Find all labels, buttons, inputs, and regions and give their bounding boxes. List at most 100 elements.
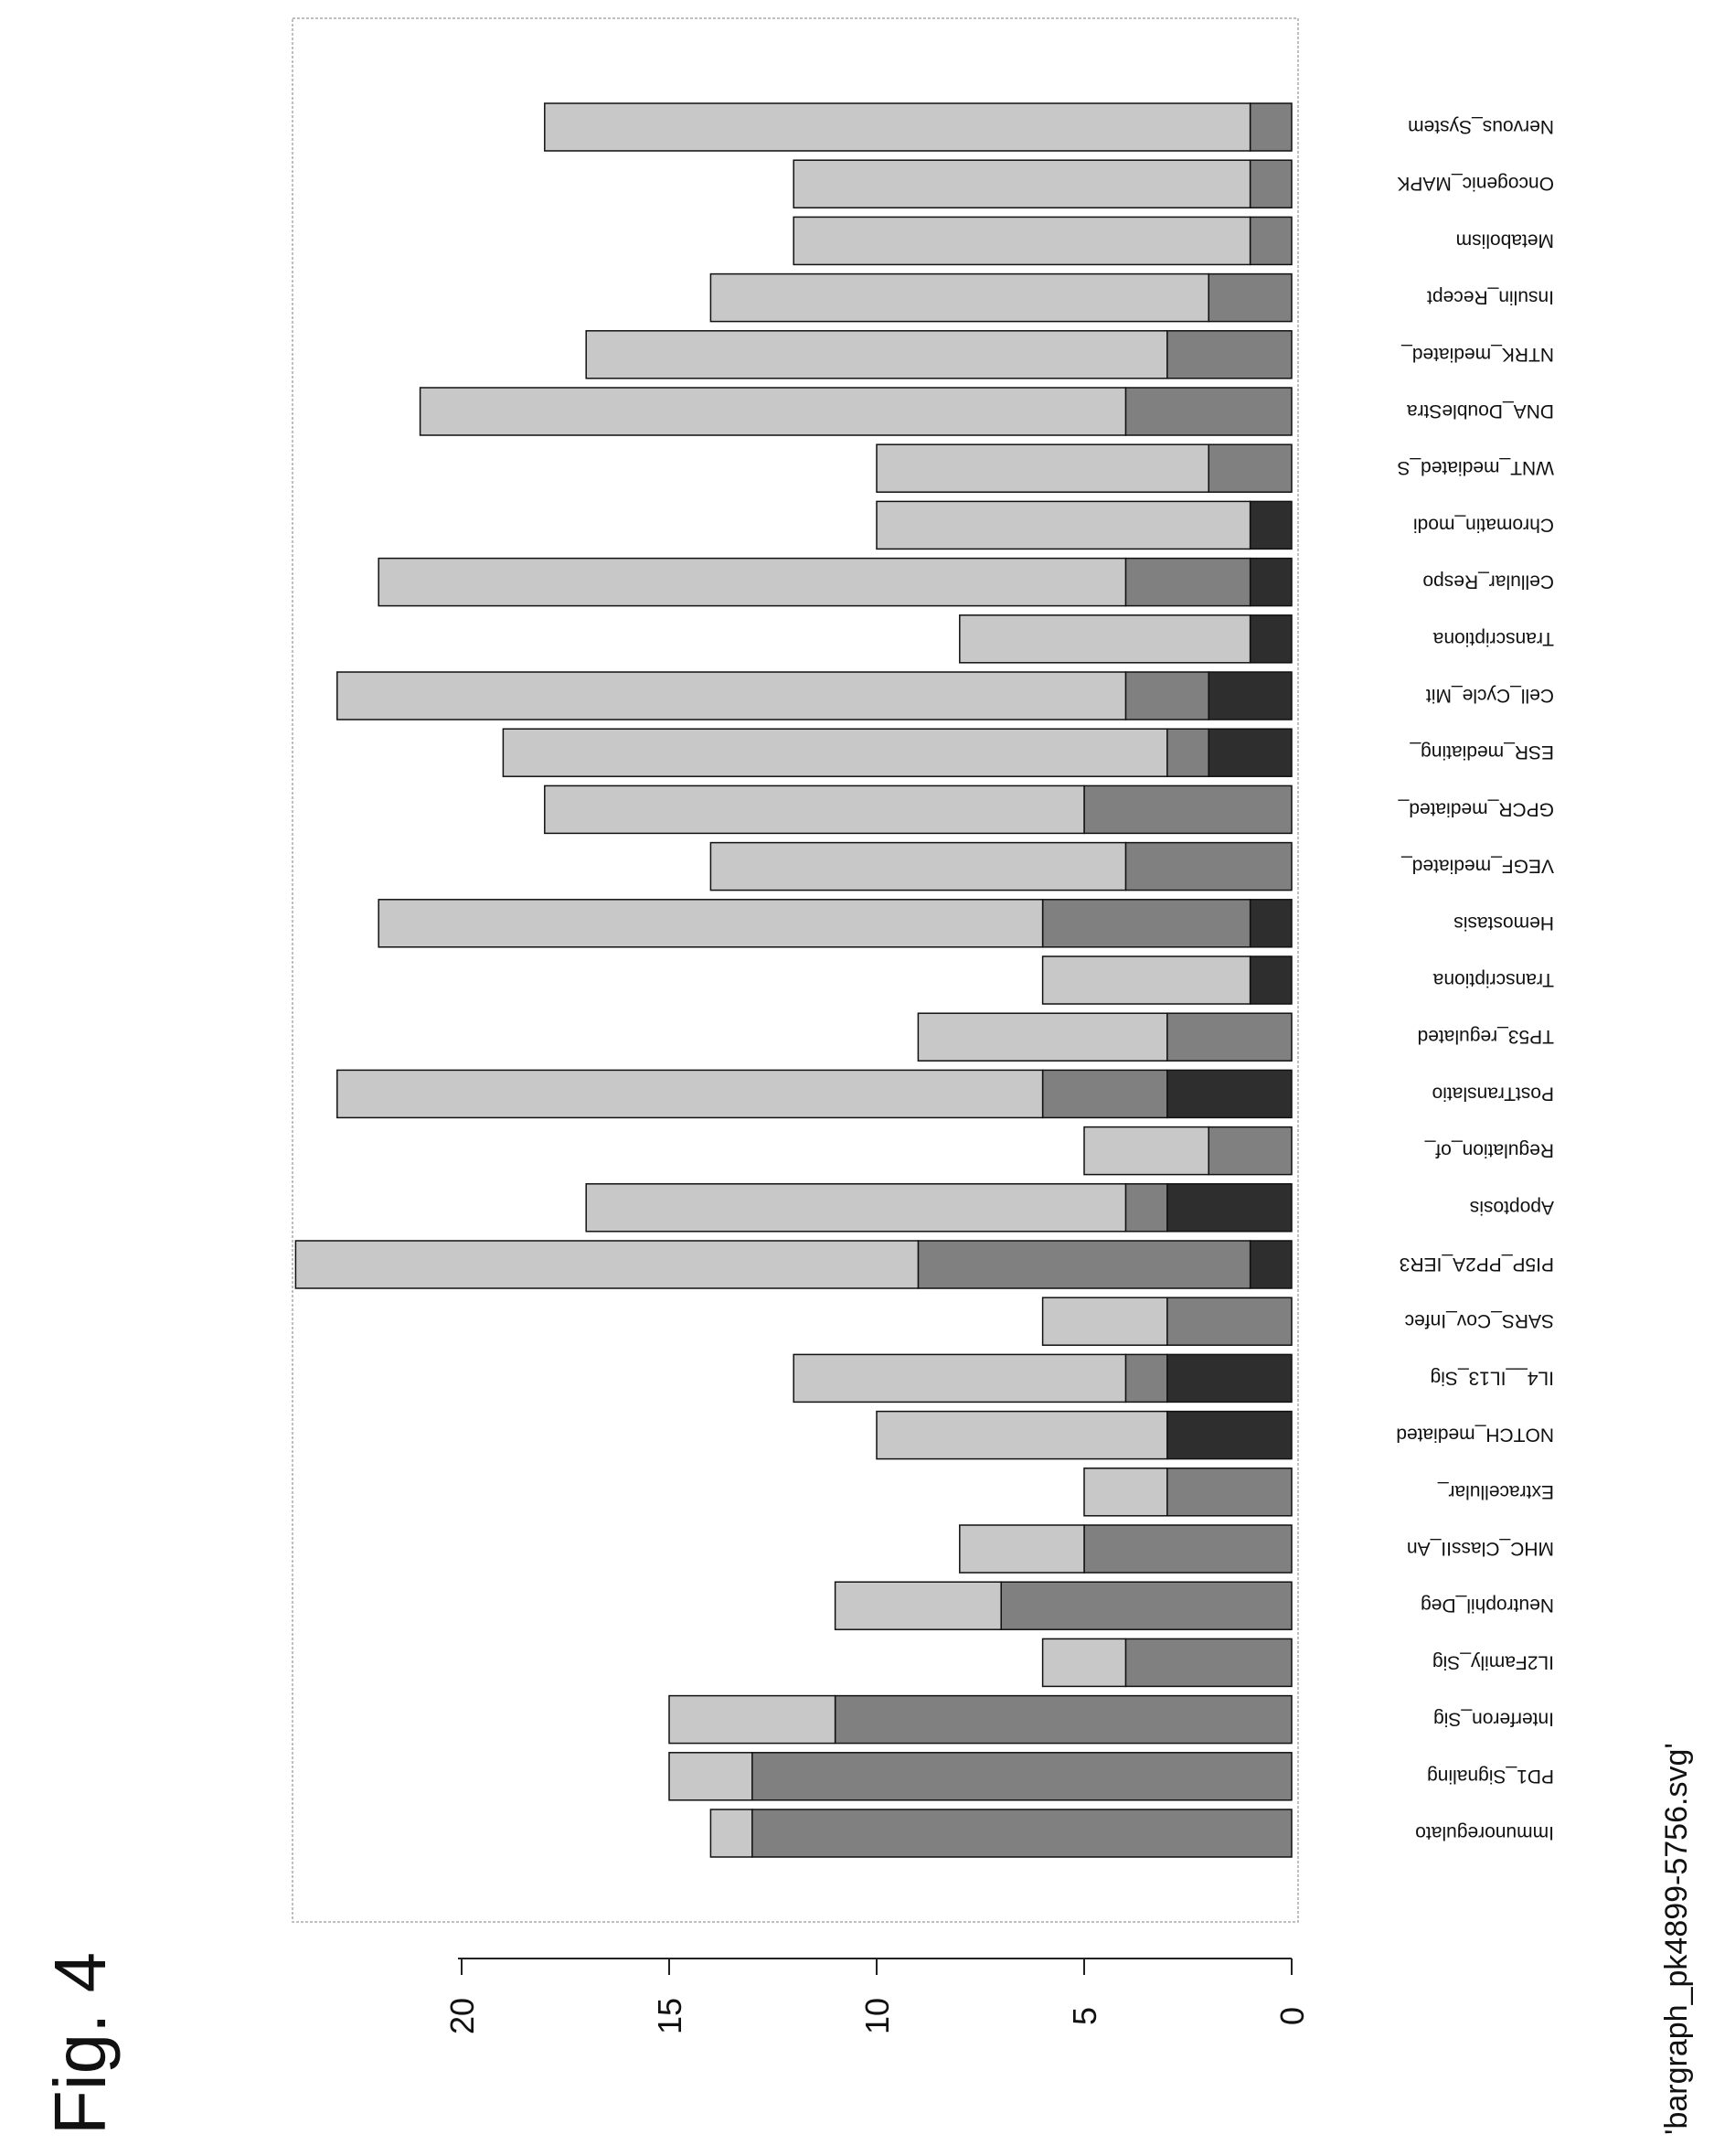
bar-segment-3 [876, 443, 1209, 493]
bar-segment-3 [834, 1581, 1002, 1630]
bar-segment-2 [751, 1809, 1293, 1858]
bar-segment-2 [1208, 443, 1293, 493]
category-label: Neutrophil_Deg [1421, 1595, 1554, 1616]
category-label: NTRK_mediated_ [1401, 344, 1554, 365]
figure-label: Fig. 4 [39, 1952, 121, 2135]
bar-segment-3 [544, 784, 1085, 835]
bar-segment-2 [1166, 1012, 1293, 1062]
value-tick-label: 0 [1273, 2007, 1311, 2025]
category-label: Nervous_System [1408, 116, 1554, 137]
bar-segment-1 [1166, 1410, 1293, 1460]
bar-segment-2 [751, 1752, 1293, 1801]
category-labels: Immunoregulato PD1_Signaling Interferon_Si… [1396, 116, 1554, 1843]
value-tick-label: 5 [1066, 2007, 1103, 2025]
category-label: IL4__IL13_Sig [1431, 1367, 1554, 1388]
bar-segment-2 [917, 1240, 1251, 1289]
bar-segment-3 [709, 1809, 753, 1858]
category-label: NOTCH_mediated [1396, 1425, 1554, 1446]
category-label: DNA_DoubleStra [1407, 400, 1554, 422]
category-label: Apoptosis [1470, 1197, 1554, 1218]
bar-segment-2 [1000, 1581, 1293, 1630]
category-label: PD1_Signaling [1427, 1766, 1554, 1787]
bar-segment-3 [1083, 1468, 1168, 1517]
category-label: IL2Family_Sig [1432, 1651, 1554, 1672]
bar-segment-2 [1124, 671, 1209, 720]
bar-segment-2 [1124, 841, 1293, 891]
bar-segment-2 [1124, 1183, 1168, 1233]
bar-segment-1 [1166, 1069, 1293, 1119]
category-label: WNT_mediated_S [1397, 457, 1554, 478]
category-label: SARS_Cov_Infec [1405, 1310, 1554, 1331]
category-label: Hemostasis [1453, 913, 1554, 934]
category-label: ESR_mediating_ [1410, 742, 1554, 763]
category-label: Cell_Cycle_Mit [1426, 685, 1554, 706]
bar-segment-1 [1208, 671, 1293, 720]
bar-segment-2 [1166, 1468, 1293, 1517]
category-label: Extracellular_ [1437, 1481, 1554, 1502]
value-tick-label: 15 [651, 1998, 688, 2034]
bar-segment-2 [1041, 1069, 1168, 1119]
bar-segment-1 [1166, 1183, 1293, 1233]
category-label: Regulation_of_ [1424, 1140, 1554, 1161]
bar-segment-2 [1166, 1297, 1293, 1346]
bar-segment-3 [668, 1752, 753, 1801]
bar-segment-2 [1249, 159, 1293, 208]
category-label: Immunoregulato [1415, 1822, 1554, 1843]
bar-segment-3 [1041, 1638, 1127, 1688]
bar-segment-2 [1083, 784, 1293, 835]
category-label: PI5P_PP2A_IER3 [1400, 1254, 1554, 1275]
category-label: Insulin_Recept [1427, 287, 1554, 308]
bar-segment-2 [1208, 272, 1293, 323]
category-label: Transcriptiona [1432, 969, 1554, 990]
bar-segment-3 [1041, 1297, 1168, 1346]
bar-segment-1 [1249, 614, 1293, 664]
bar-segment-3 [917, 1012, 1168, 1062]
bar-segment-2 [1124, 1638, 1293, 1688]
bar-segment-3 [336, 1069, 1044, 1119]
bar-segment-3 [419, 387, 1127, 436]
category-label: GPCR_mediated_ [1398, 798, 1554, 819]
bar-segment-1 [1249, 557, 1293, 607]
bar-segment-3 [336, 671, 1127, 720]
bar-segment-2 [1166, 728, 1209, 777]
bar-segment-2 [1166, 330, 1293, 379]
bar-segment-3 [709, 272, 1209, 323]
bar-segment-2 [834, 1694, 1293, 1745]
bar-segment-3 [585, 1183, 1127, 1233]
bar-segment-3 [294, 1240, 920, 1289]
category-label: Transcriptiona [1432, 628, 1554, 649]
bar-segment-3 [378, 557, 1127, 607]
bar-segment-3 [709, 841, 1127, 891]
bar-segment-2 [1124, 557, 1251, 607]
bar-segment-3 [959, 1524, 1085, 1574]
bar-segment-3 [876, 1410, 1168, 1460]
bar-segment-2 [1124, 387, 1293, 436]
category-label: TP53_regulated [1418, 1026, 1554, 1047]
bar-segment-3 [668, 1694, 836, 1745]
value-tick-label: 20 [443, 1998, 481, 2034]
category-label: Cellular_Respo [1422, 571, 1554, 592]
value-ticks: 0 5 10 15 20 [443, 1959, 1311, 2034]
bar-segment-3 [585, 330, 1168, 379]
bar-segment-2 [1249, 216, 1293, 266]
bar-segment-1 [1208, 728, 1293, 777]
bar-segment-1 [1249, 1240, 1293, 1289]
category-label: PostTranslatio [1432, 1083, 1554, 1104]
bar-segment-3 [544, 102, 1251, 152]
category-label: MHC_ClassII_An [1407, 1538, 1554, 1559]
category-label: Chromatin_modi [1413, 514, 1554, 535]
bar-segment-3 [1041, 955, 1251, 1005]
bar-segment-2 [1249, 102, 1293, 152]
bar-segment-1 [1249, 899, 1293, 948]
category-label: Oncogenic_MAPK [1397, 173, 1554, 194]
bar-segment-3 [876, 500, 1251, 550]
bar-segment-3 [959, 614, 1251, 664]
bar-segment-3 [793, 159, 1251, 208]
plot-frame [292, 17, 1299, 1923]
bar-segment-1 [1249, 500, 1293, 550]
bars-layer [294, 102, 1293, 1858]
bar-segment-2 [1124, 1353, 1168, 1404]
category-label: Metabolism [1456, 229, 1554, 251]
